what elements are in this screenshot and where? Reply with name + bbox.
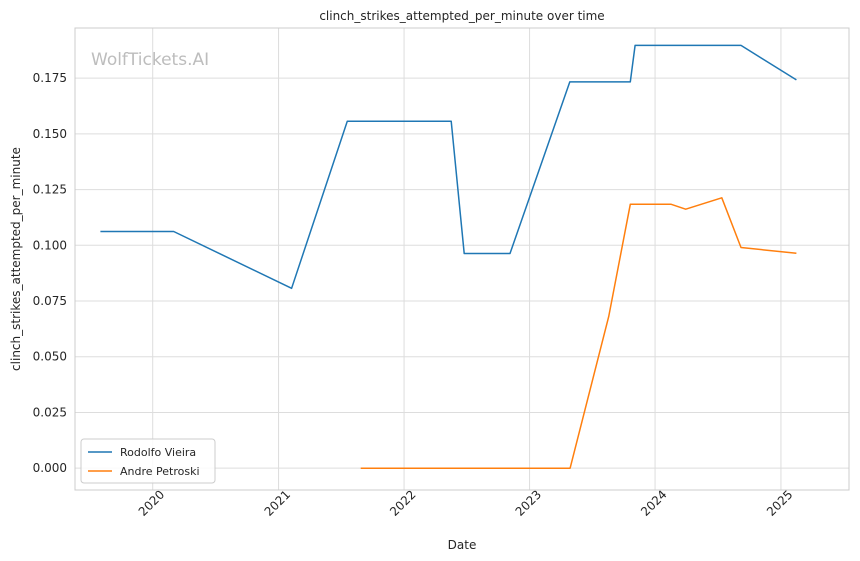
x-axis-label: Date — [448, 538, 477, 552]
y-tick-label-0-125: 0.125 — [33, 183, 67, 197]
x-tick-label-2025: 2025 — [764, 487, 795, 518]
y-tick-label-0-000: 0.000 — [33, 461, 67, 475]
series-lines — [100, 44, 797, 469]
legend-label-andre-petroski: Andre Petroski — [120, 465, 200, 478]
legend-box — [80, 438, 216, 484]
x-gridlines — [152, 28, 782, 490]
series-line-andre-petroski — [360, 197, 797, 469]
legend-label-rodolfo-vieira: Rodolfo Vieira — [120, 446, 196, 459]
x-tick-label-2021: 2021 — [262, 487, 293, 518]
watermark: WolfTickets.AI — [91, 50, 209, 70]
legend: Rodolfo Vieira Andre Petroski — [80, 438, 216, 484]
series-line-rodolfo-vieira — [100, 44, 797, 290]
x-tick-labels: 2020 2021 2022 2023 2024 2025 — [136, 487, 796, 518]
y-tick-label-0-075: 0.075 — [33, 294, 67, 308]
y-tick-label-0-150: 0.150 — [33, 127, 67, 141]
y-tick-labels: 0.000 0.025 0.050 0.075 0.100 0.125 0.150 0.175 — [33, 71, 67, 475]
chart-title: clinch_strikes_attempted_per_minute over… — [319, 9, 604, 23]
y-tick-label-0-025: 0.025 — [33, 405, 67, 419]
x-tick-label-2024: 2024 — [638, 487, 669, 518]
plot-frame — [74, 27, 850, 491]
x-tick-label-2023: 2023 — [513, 487, 544, 518]
y-tick-label-0-175: 0.175 — [33, 71, 67, 85]
y-tick-label-0-100: 0.100 — [33, 238, 67, 252]
x-tick-label-2020: 2020 — [136, 487, 167, 518]
x-tick-label-2022: 2022 — [387, 487, 418, 518]
y-axis-label: clinch_strikes_attempted_per_minute — [9, 147, 23, 371]
plot-area — [75, 28, 849, 490]
y-tick-label-0-050: 0.050 — [33, 350, 67, 364]
